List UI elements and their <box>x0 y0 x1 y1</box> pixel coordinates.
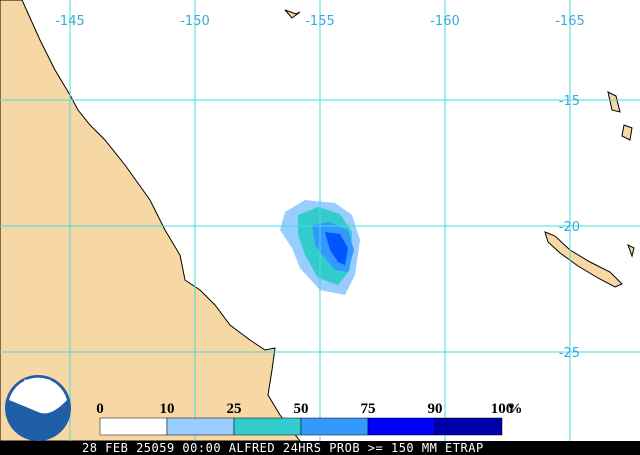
lon-label: -160 <box>430 14 460 29</box>
legend-label: 50 <box>294 401 309 417</box>
new-caledonia <box>544 231 623 288</box>
legend-swatch <box>300 417 369 436</box>
prob-75 <box>325 232 348 265</box>
legend-swatch <box>166 417 235 436</box>
legend-swatch <box>99 417 168 436</box>
legend-label: 75 <box>361 401 376 417</box>
island <box>621 124 633 141</box>
legend-label: 90 <box>428 401 443 417</box>
legend-swatch <box>367 417 436 436</box>
legend-swatch <box>233 417 302 436</box>
graticule: -145 -150 -155 -160 -165 -15 -20 -25 <box>0 0 640 441</box>
lat-label: -20 <box>559 220 580 235</box>
island <box>284 9 301 19</box>
legend-label: 100 <box>491 401 514 417</box>
legend: 0 10 25 50 75 90 100% <box>96 401 523 436</box>
caption-bar <box>0 441 640 455</box>
noaa-logo: NOAA <box>5 375 71 441</box>
lat-label: -15 <box>559 94 580 109</box>
legend-unit: % <box>508 401 523 417</box>
island <box>627 243 635 258</box>
logo-gull <box>9 377 67 414</box>
legend-label: 0 <box>96 401 104 417</box>
lon-label: -150 <box>180 14 210 29</box>
logo-text: NOAA <box>24 379 53 389</box>
legend-label: 10 <box>160 401 175 417</box>
caption: 28 FEB 25059 00:00 ALFRED 24HRS PROB >= … <box>82 441 484 455</box>
lon-label: -155 <box>305 14 335 29</box>
island <box>607 91 621 113</box>
legend-swatch <box>434 417 503 436</box>
legend-label: 25 <box>227 401 242 417</box>
lon-label: -145 <box>55 14 85 29</box>
lat-label: -25 <box>559 346 580 361</box>
lon-label: -165 <box>555 14 585 29</box>
